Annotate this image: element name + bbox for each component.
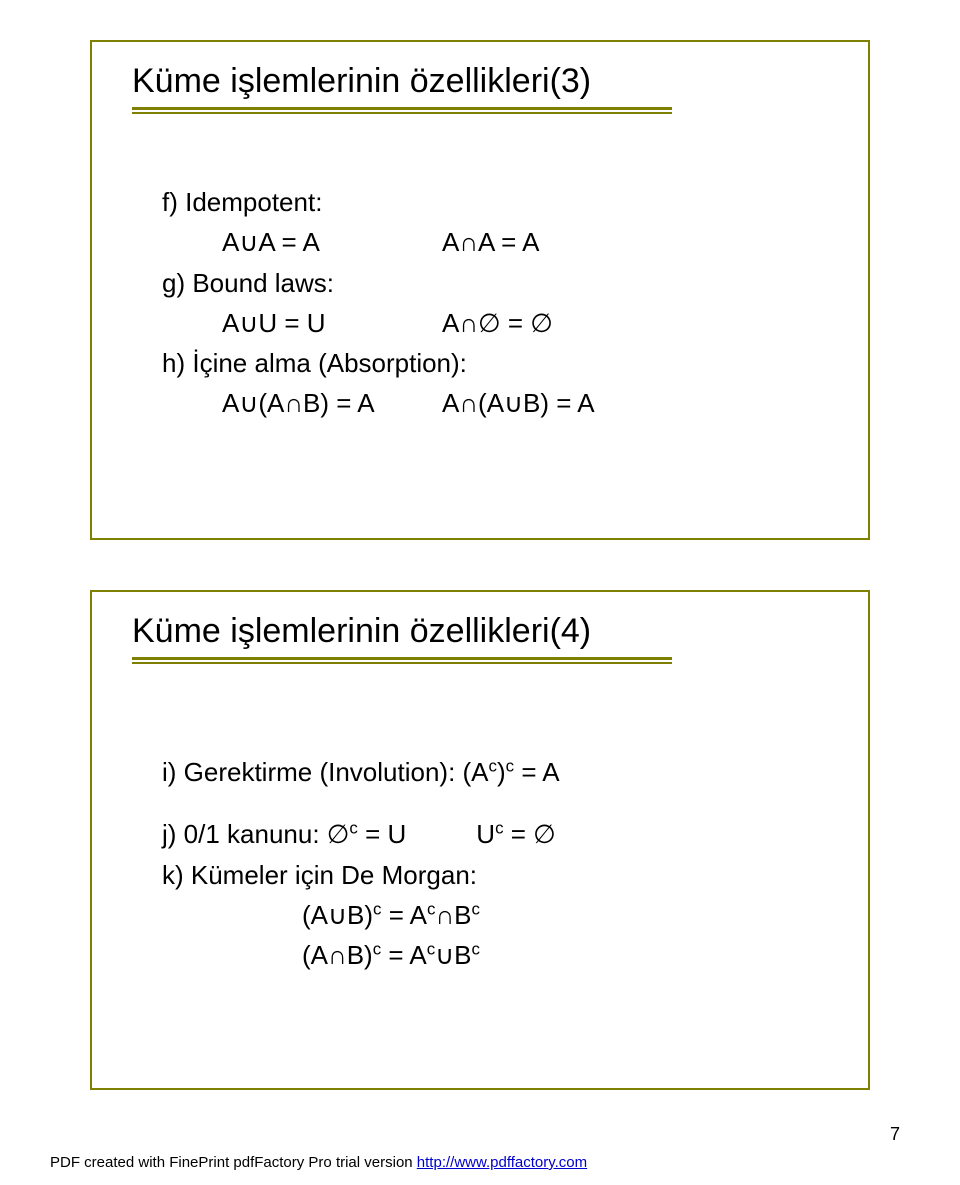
label-f: f) Idempotent: [162,182,595,222]
eq-g1: A∪U = U [222,303,442,343]
text: ∪B [435,940,471,970]
footer-text: PDF created with FinePrint pdfFactory Pr… [50,1154,417,1171]
eq-row: A∪A = AA∩A = A [162,222,595,262]
text: = A [381,940,427,970]
slide-title: Küme işlemlerinin özellikleri(4) [132,612,672,657]
slide-content: f) Idempotent: A∪A = AA∩A = A g) Bound l… [162,182,595,424]
superscript: c [495,819,503,838]
title-wrap: Küme işlemlerinin özellikleri(4) [132,612,672,664]
superscript: c [427,940,435,959]
slide-4: Küme işlemlerinin özellikleri(4) i) Gere… [90,590,870,1090]
footer: PDF created with FinePrint pdfFactory Pr… [50,1154,587,1171]
title-underline [132,112,672,114]
eq-k2: (A∩B)c = Ac∪Bc [162,935,560,975]
eq-row: A∪U = UA∩∅ = ∅ [162,303,595,343]
title-wrap: Küme işlemlerinin özellikleri(3) [132,62,672,114]
eq-i: i) Gerektirme (Involution): (Ac)c = A [162,752,560,792]
title-underline [132,662,672,664]
text: (A∪B) [302,900,373,930]
text: j) 0/1 kanunu: ∅ [162,819,349,849]
title-underline [132,657,672,660]
label-h: h) İçine alma (Absorption): [162,343,595,383]
text: = ∅ [504,819,556,849]
eq-h1: A∪(A∩B) = A [222,383,442,423]
label-g: g) Bound laws: [162,263,595,303]
text: ) [497,757,506,787]
eq-f1: A∪A = A [222,222,442,262]
text: i) Gerektirme (Involution): (A [162,757,489,787]
superscript: c [349,819,357,838]
slide-content: i) Gerektirme (Involution): (Ac)c = A j)… [162,752,560,975]
text: = A [381,900,427,930]
superscript: c [506,756,514,775]
eq-g2: A∩∅ = ∅ [442,303,553,343]
eq-h2: A∩(A∪B) = A [442,383,595,423]
text: = U [358,819,406,849]
eq-k1: (A∪B)c = Ac∩Bc [162,895,560,935]
text: (A∩B) [302,940,373,970]
eq-f2: A∩A = A [442,222,539,262]
page: Küme işlemlerinin özellikleri(3) f) Idem… [0,0,960,1185]
superscript: c [472,899,480,918]
superscript: c [472,940,480,959]
footer-link[interactable]: http://www.pdffactory.com [417,1154,587,1171]
slide-title: Küme işlemlerinin özellikleri(3) [132,62,672,107]
eq-j: j) 0/1 kanunu: ∅c = UUc = ∅ [162,814,560,854]
slide-3: Küme işlemlerinin özellikleri(3) f) Idem… [90,40,870,540]
text: = A [514,757,560,787]
page-number: 7 [890,1124,900,1145]
label-k: k) Kümeler için De Morgan: [162,855,560,895]
superscript: c [373,940,381,959]
superscript: c [489,756,497,775]
text: ∩B [435,900,471,930]
title-underline [132,107,672,110]
eq-row: A∪(A∩B) = AA∩(A∪B) = A [162,383,595,423]
text: U [476,819,495,849]
